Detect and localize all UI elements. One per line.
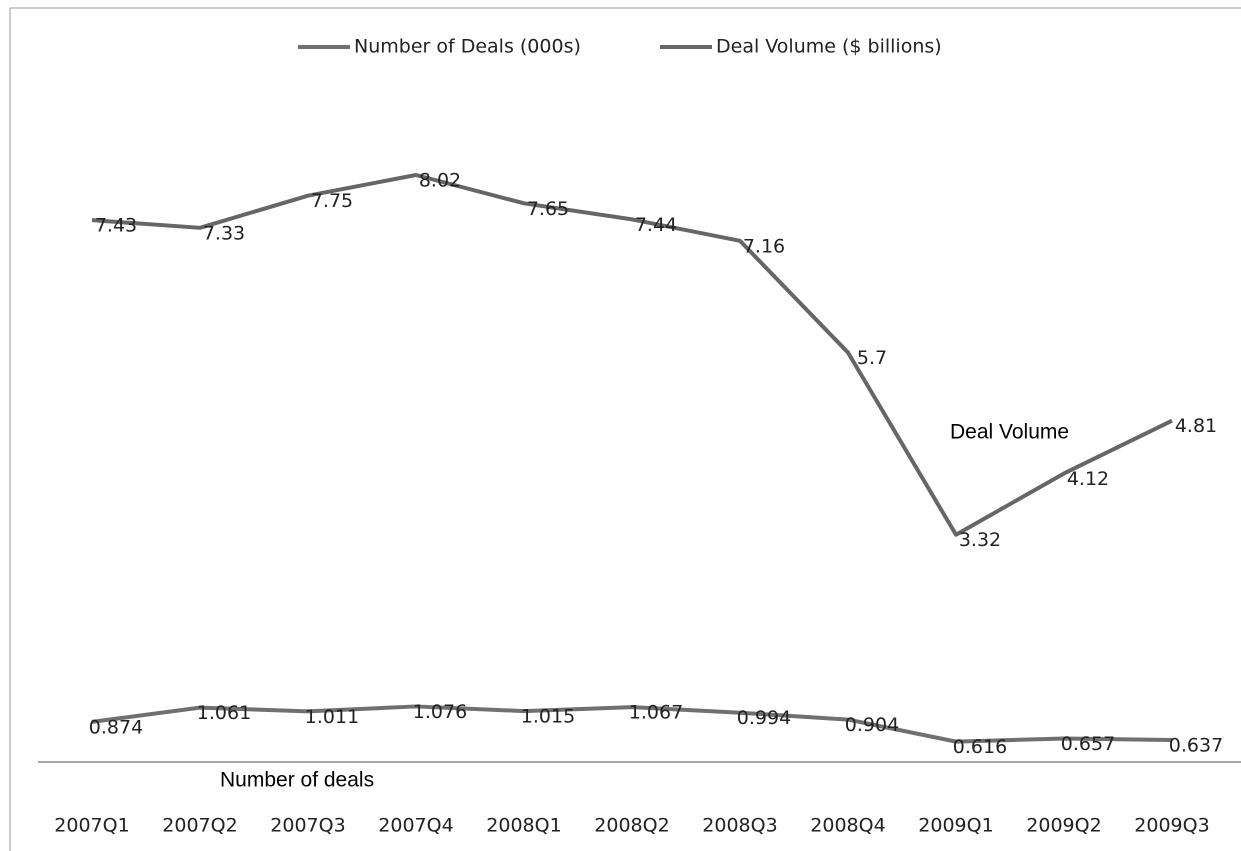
x-tick-label: 2007Q1 [54,815,129,837]
data-label: 7.65 [527,198,569,220]
series-line [91,173,1173,537]
x-tick-label: 2007Q3 [270,815,345,837]
legend-label: Number of Deals (000s) [354,36,581,58]
data-label: 7.16 [743,235,785,257]
data-label: 8.02 [419,170,461,192]
x-tick-label: 2008Q3 [702,815,777,837]
data-label: 0.657 [1061,733,1115,755]
data-label: 0.637 [1169,735,1223,757]
data-label: 3.32 [959,529,1001,551]
x-tick-label: 2008Q1 [486,815,561,837]
x-tick-label: 2008Q4 [810,815,885,837]
data-label: 0.616 [953,736,1007,758]
data-label: 7.44 [635,214,677,236]
data-label: 7.33 [203,222,245,244]
x-tick-label: 2009Q1 [918,815,993,837]
data-label: 0.994 [737,707,791,729]
annotation: Deal Volume [950,421,1069,444]
data-label: 7.75 [311,190,353,212]
data-label: 4.81 [1175,415,1217,437]
data-label: 5.7 [857,347,887,369]
x-tick-label: 2009Q2 [1026,815,1101,837]
data-label: 4.12 [1067,468,1109,490]
data-label: 1.076 [413,701,467,723]
x-tick-label: 2008Q2 [594,815,669,837]
legend-label: Deal Volume ($ billions) [716,36,942,58]
data-label: 1.011 [305,706,359,728]
data-label: 7.43 [95,215,137,237]
data-label: 1.067 [629,702,683,724]
series-line [91,704,1173,744]
x-tick-label: 2007Q2 [162,815,237,837]
x-tick-label: 2009Q3 [1134,815,1209,837]
data-label: 0.874 [89,716,143,738]
data-label: 1.015 [521,706,575,728]
annotation: Number of deals [220,769,374,792]
data-label: 0.904 [845,714,899,736]
data-label: 1.061 [197,702,251,724]
x-tick-label: 2007Q4 [378,815,453,837]
